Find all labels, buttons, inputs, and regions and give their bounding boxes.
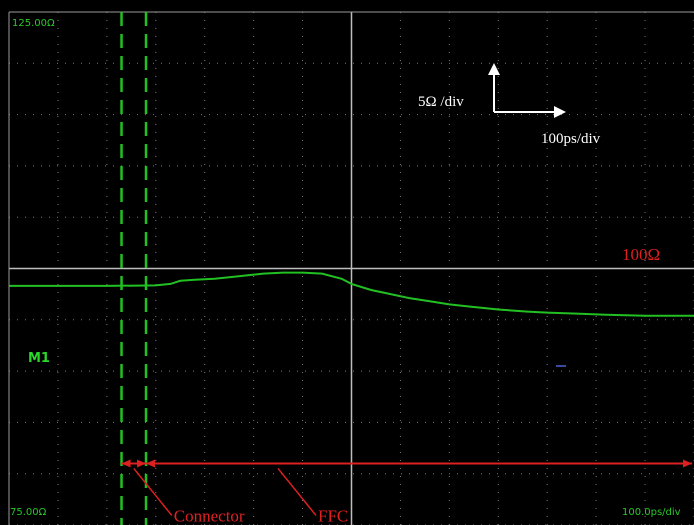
impedance-trace (9, 271, 694, 317)
span-arrowhead-right (137, 459, 146, 468)
y-top-label: 125.00Ω (12, 18, 55, 29)
scale-horizontal-label: 100ps/div (541, 131, 601, 147)
grid (8, 11, 694, 525)
reference-label: 100Ω (622, 245, 660, 264)
callout-leader (277, 467, 317, 516)
trace-layer (9, 271, 694, 317)
scale-horizontal-arrowhead (554, 106, 566, 118)
annotation-label: FFC (318, 506, 348, 525)
span-arrowhead-left (121, 459, 131, 468)
callout-leader (133, 467, 173, 516)
scale-vertical-label: 5Ω /div (418, 94, 464, 110)
vertical-markers (120, 12, 148, 525)
y-bottom-label: 75.00Ω (10, 507, 47, 518)
span-arrowhead-right (683, 459, 692, 468)
span-arrowhead-left (146, 459, 155, 468)
cursor-tick (556, 365, 566, 367)
scale-indicator: 5Ω /div 100ps/div (418, 63, 601, 147)
scale-vertical-arrowhead (488, 63, 500, 75)
annotation-layer: Connector FFC (121, 459, 692, 525)
x-scale-label: 100.0ps/div (622, 507, 681, 518)
annotation-label: Connector (174, 506, 245, 525)
marker-label-m1: M1 (28, 351, 50, 366)
